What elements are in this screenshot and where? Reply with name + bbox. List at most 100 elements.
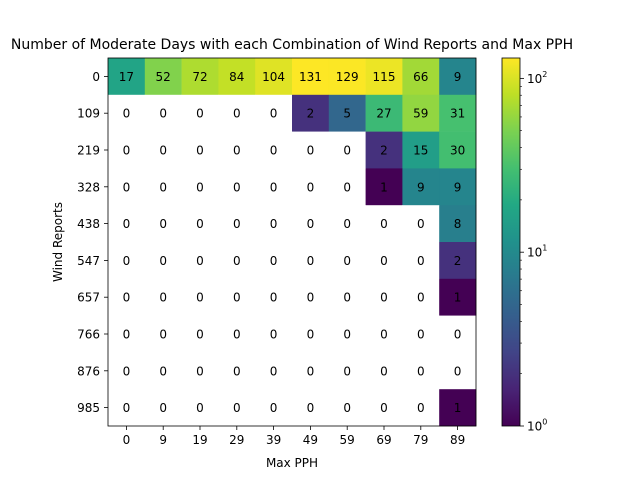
cell-value-label: 0 [307,364,315,378]
cell-value-label: 0 [196,144,204,158]
cell-value-label: 0 [343,291,351,305]
cell-value-label: 0 [307,401,315,415]
cell-value-label: 0 [233,144,241,158]
heatmap-cell [365,278,403,316]
cell-value-label: 0 [233,401,241,415]
heatmap-cell [218,389,256,427]
cell-value-label: 0 [343,401,351,415]
cell-value-label: 30 [450,144,465,158]
heatmap-cell [218,352,256,390]
y-tick-label: 438 [77,217,100,231]
heatmap-cell [218,242,256,280]
heatmap-cell [292,352,330,390]
heatmap-cell [218,278,256,316]
cell-value-label: 0 [123,328,131,342]
y-tick-label: 0 [92,70,100,84]
heatmap-cell [402,242,440,280]
heatmap-cell [328,205,366,243]
cell-value-label: 0 [159,328,167,342]
cell-value-label: 8 [454,217,462,231]
x-tick-label: 59 [340,433,355,447]
cell-value-label: 0 [307,217,315,231]
cell-value-label: 0 [196,180,204,194]
cell-value-label: 104 [262,70,285,84]
cell-value-label: 0 [233,217,241,231]
heatmap-cell [108,315,146,353]
colorbar-tick-label: 101 [527,244,547,260]
heatmap-cell [439,131,477,169]
cell-value-label: 0 [380,217,388,231]
heatmap-cell [218,94,256,132]
heatmap-cell [255,242,293,280]
colorbar-tick-label: 100 [527,418,547,434]
heatmap-cell [181,205,219,243]
heatmap-cell [144,168,182,206]
cell-value-label: 2 [454,254,462,268]
heatmap-cell [402,315,440,353]
cell-value-label: 0 [159,217,167,231]
cell-value-label: 59 [413,107,428,121]
heatmap-cell [255,389,293,427]
cell-value-label: 2 [380,144,388,158]
heatmap-cell [439,278,477,316]
cell-value-label: 0 [159,254,167,268]
cell-value-label: 0 [380,254,388,268]
plot-frame [107,57,477,427]
heatmap-cell [439,168,477,206]
cell-value-label: 17 [119,70,134,84]
cell-value-label: 0 [417,254,425,268]
cell-value-label: 0 [159,364,167,378]
cell-value-label: 9 [454,180,462,194]
cell-value-label: 0 [233,291,241,305]
x-axis-label: Max PPH [266,456,318,470]
heatmap-cell [402,205,440,243]
heatmap-cell [328,278,366,316]
x-tick-label: 69 [376,433,391,447]
x-tick-label: 79 [413,433,428,447]
heatmap-cells [108,58,477,427]
cell-value-label: 0 [270,401,278,415]
heatmap-cell [292,242,330,280]
heatmap-cell [439,389,477,427]
heatmap-cell [218,205,256,243]
heatmap-cell [181,94,219,132]
cell-value-label: 0 [123,254,131,268]
cell-value-label: 0 [270,144,278,158]
cell-value-label: 0 [123,107,131,121]
y-tick-label: 328 [77,180,100,194]
cell-value-label: 0 [454,328,462,342]
cell-value-label: 0 [307,144,315,158]
y-tick-label: 876 [77,364,100,378]
heatmap-cell [365,94,403,132]
heatmap-cell [181,242,219,280]
heatmap-cell [292,278,330,316]
y-axis-ticks: 0 109 219 328 438 547 657 766 876 985 [77,70,108,415]
cell-value-label: 0 [307,254,315,268]
heatmap-cell [181,352,219,390]
x-tick-label: 39 [266,433,281,447]
heatmap-cell [402,389,440,427]
heatmap-cell [365,315,403,353]
cell-value-label: 0 [123,291,131,305]
colorbar [501,57,521,427]
cell-value-label: 31 [450,107,465,121]
cell-value-label: 0 [307,291,315,305]
x-tick-label: 49 [303,433,318,447]
y-axis-label: Wind Reports [51,202,65,282]
y-tick-label: 547 [77,254,100,268]
heatmap-cell [328,168,366,206]
x-tick-label: 19 [192,433,207,447]
cell-value-label: 9 [454,70,462,84]
cell-value-label: 1 [454,291,462,305]
cell-value-label: 0 [159,180,167,194]
x-tick-label: 0 [123,433,131,447]
heatmap-cell [292,168,330,206]
cell-value-label: 0 [159,291,167,305]
heatmap-cell [292,58,330,96]
heatmap-cell [439,205,477,243]
heatmap-cell [328,131,366,169]
heatmap-cell [292,131,330,169]
heatmap-cell [144,58,182,96]
heatmap-cell [218,58,256,96]
